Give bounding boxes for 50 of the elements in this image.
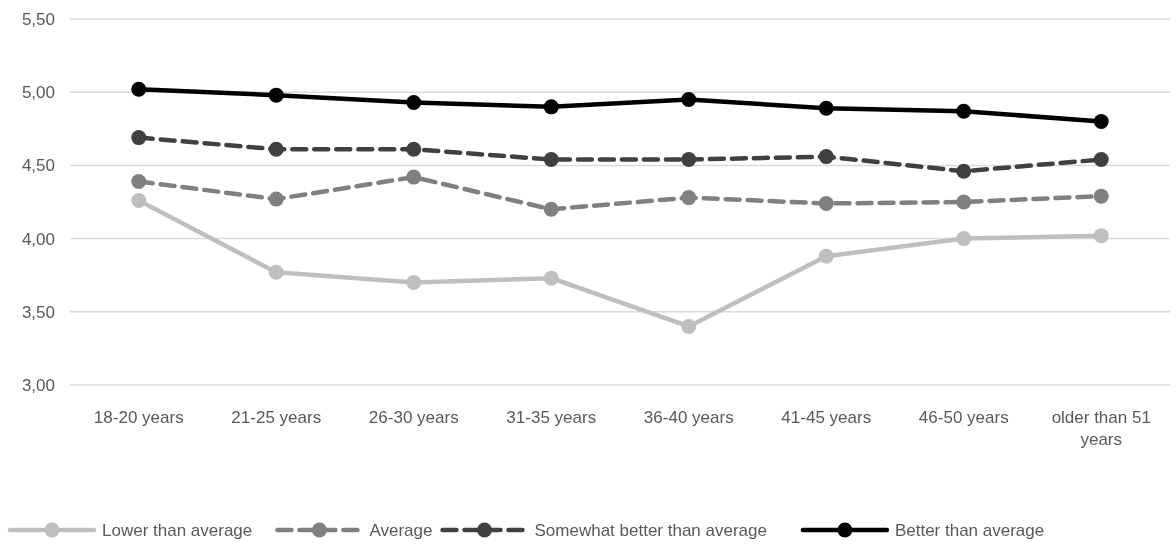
point <box>131 174 147 189</box>
x-tick-label: older than 51 years <box>1051 408 1151 449</box>
point <box>818 149 834 165</box>
point <box>268 141 284 157</box>
legend-label: Lower than average <box>102 520 253 540</box>
x-tick-label: 31-35 years <box>506 408 597 427</box>
point <box>268 87 284 103</box>
point <box>268 191 284 207</box>
point <box>131 193 147 209</box>
point <box>681 92 697 108</box>
x-tick-label: 46-50 years <box>918 408 1009 427</box>
point <box>543 152 559 168</box>
x-tick-label: 26-30 years <box>368 408 459 427</box>
point <box>406 275 422 291</box>
point <box>1093 113 1109 129</box>
point <box>406 141 422 157</box>
point <box>543 270 559 286</box>
legend-label: Somewhat better than average <box>534 520 767 540</box>
y-tick-label: 5,50 <box>21 9 55 29</box>
point <box>543 201 559 217</box>
point <box>956 231 972 247</box>
point <box>1093 152 1109 168</box>
point <box>1093 228 1109 244</box>
point <box>681 190 697 206</box>
legend-label: Better than average <box>894 520 1045 540</box>
point <box>956 163 972 179</box>
point <box>956 194 972 210</box>
point <box>406 169 422 185</box>
x-tick-label: 21-25 years <box>231 408 322 427</box>
point <box>131 130 147 146</box>
point <box>818 100 834 116</box>
point <box>268 264 284 280</box>
x-tick-label: 36-40 years <box>643 408 734 427</box>
point <box>818 248 834 264</box>
y-tick-label: 3,50 <box>21 302 55 322</box>
y-tick-label: 5,00 <box>21 83 55 103</box>
point <box>1093 188 1109 204</box>
point <box>818 195 834 211</box>
point <box>131 81 147 97</box>
legend-label: Average <box>369 520 433 540</box>
point <box>956 103 972 119</box>
point <box>681 152 697 168</box>
x-tick-label: 41-45 years <box>781 408 872 427</box>
x-tick-label: 18-20 years <box>93 408 184 427</box>
y-tick-label: 4,50 <box>21 156 55 176</box>
point <box>681 318 697 334</box>
y-tick-label: 4,00 <box>21 229 55 249</box>
y-tick-label: 3,00 <box>21 375 55 395</box>
point <box>406 94 422 110</box>
point <box>543 99 559 115</box>
